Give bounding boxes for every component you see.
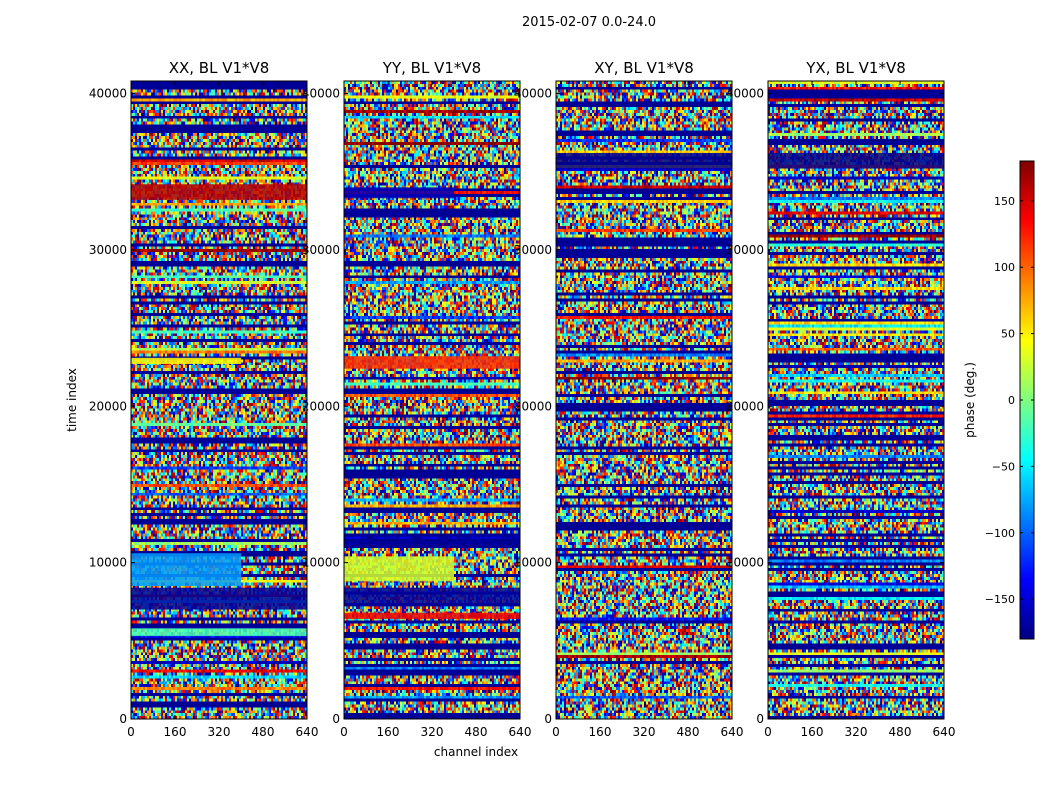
heatmap-panel: XX, BL V1*V8 0 160 320 480 640 0 10000 20000 3000… <box>89 59 319 739</box>
heatmap-panel: YY, BL V1*V8 0 160 320 480 640 0 10000 20000 3000… <box>302 59 532 739</box>
y-tick-label: 10000 <box>726 556 764 570</box>
x-tick-label: 640 <box>509 725 532 739</box>
y-tick-label: 30000 <box>89 243 127 257</box>
heatmap-image <box>768 81 944 719</box>
heatmap-band <box>131 357 241 365</box>
heatmap-band <box>131 184 307 200</box>
x-tick-label: 0 <box>340 725 348 739</box>
y-tick-label: 30000 <box>302 243 340 257</box>
heatmap-image <box>556 81 732 719</box>
figure-title: 2015-02-07 0.0-24.0 <box>522 15 656 30</box>
colorbar-tick-label: 100 <box>994 261 1015 274</box>
panel-title: YY, BL V1*V8 <box>382 59 481 77</box>
y-tick-label: 40000 <box>89 87 127 101</box>
y-tick-label: 10000 <box>89 556 127 570</box>
x-tick-label: 480 <box>889 725 912 739</box>
y-tick-label: 30000 <box>514 243 552 257</box>
heatmap-image <box>344 81 520 719</box>
y-tick-label: 20000 <box>89 399 127 413</box>
heatmap-band <box>131 587 307 610</box>
y-tick-label: 0 <box>756 712 764 726</box>
x-tick-label: 0 <box>127 725 135 739</box>
heatmap-band <box>556 152 732 169</box>
y-tick-label: 40000 <box>302 87 340 101</box>
heatmap-band <box>131 628 307 637</box>
y-tick-label: 40000 <box>514 87 552 101</box>
x-tick-label: 640 <box>296 725 319 739</box>
panel-title: XY, BL V1*V8 <box>594 59 694 77</box>
colorbar-tick-label: 0 <box>1008 394 1015 407</box>
x-tick-label: 160 <box>164 725 187 739</box>
colorbar-tick-label: −150 <box>985 593 1015 606</box>
colorbar-tick-label: 50 <box>1001 328 1015 341</box>
x-tick-label: 480 <box>465 725 488 739</box>
heatmap-panel: XY, BL V1*V8 0 160 320 480 640 0 10000 20000 3000… <box>514 59 744 739</box>
colorbar-tick-label: 150 <box>994 195 1015 208</box>
heatmap-band <box>131 553 241 587</box>
x-tick-label: 320 <box>633 725 656 739</box>
y-tick-label: 30000 <box>726 243 764 257</box>
heatmap-band <box>344 556 454 582</box>
x-tick-label: 320 <box>845 725 868 739</box>
x-tick-label: 480 <box>677 725 700 739</box>
y-tick-label: 20000 <box>302 399 340 413</box>
y-axis-label: time index <box>65 368 79 432</box>
x-tick-label: 480 <box>252 725 275 739</box>
y-tick-label: 0 <box>119 712 127 726</box>
colorbar-tick-label: −100 <box>985 527 1015 540</box>
heatmap-band <box>344 356 520 369</box>
y-tick-label: 20000 <box>726 399 764 413</box>
x-tick-label: 0 <box>764 725 772 739</box>
panel-title: YX, BL V1*V8 <box>805 59 906 77</box>
y-tick-label: 0 <box>544 712 552 726</box>
y-tick-label: 0 <box>332 712 340 726</box>
colorbar-tick-label: −50 <box>992 460 1015 473</box>
y-tick-label: 10000 <box>302 556 340 570</box>
panel-title: XX, BL V1*V8 <box>169 59 270 77</box>
colorbar: 150 100 50 0 −50 −100 −150 <box>985 160 1035 640</box>
heatmap-band <box>344 612 520 619</box>
x-axis-label: channel index <box>434 745 518 759</box>
x-tick-label: 160 <box>589 725 612 739</box>
x-tick-label: 320 <box>208 725 231 739</box>
heatmap-panel: YX, BL V1*V8 0 160 320 480 640 0 10000 20000 3000… <box>726 59 956 739</box>
heatmap-panels: XX, BL V1*V8 0 160 320 480 640 0 10000 20000 3000… <box>89 59 956 739</box>
colorbar-label: phase (deg.) <box>963 362 977 438</box>
x-tick-label: 640 <box>933 725 956 739</box>
x-tick-label: 320 <box>421 725 444 739</box>
x-tick-label: 160 <box>801 725 824 739</box>
x-tick-label: 0 <box>552 725 560 739</box>
heatmap-band <box>768 152 944 169</box>
heatmap-band <box>344 187 454 199</box>
x-tick-label: 640 <box>721 725 744 739</box>
y-tick-label: 10000 <box>514 556 552 570</box>
x-tick-label: 160 <box>377 725 400 739</box>
y-tick-label: 20000 <box>514 399 552 413</box>
heatmap-image <box>131 81 307 719</box>
heatmap-band <box>344 587 520 607</box>
y-tick-label: 40000 <box>726 87 764 101</box>
